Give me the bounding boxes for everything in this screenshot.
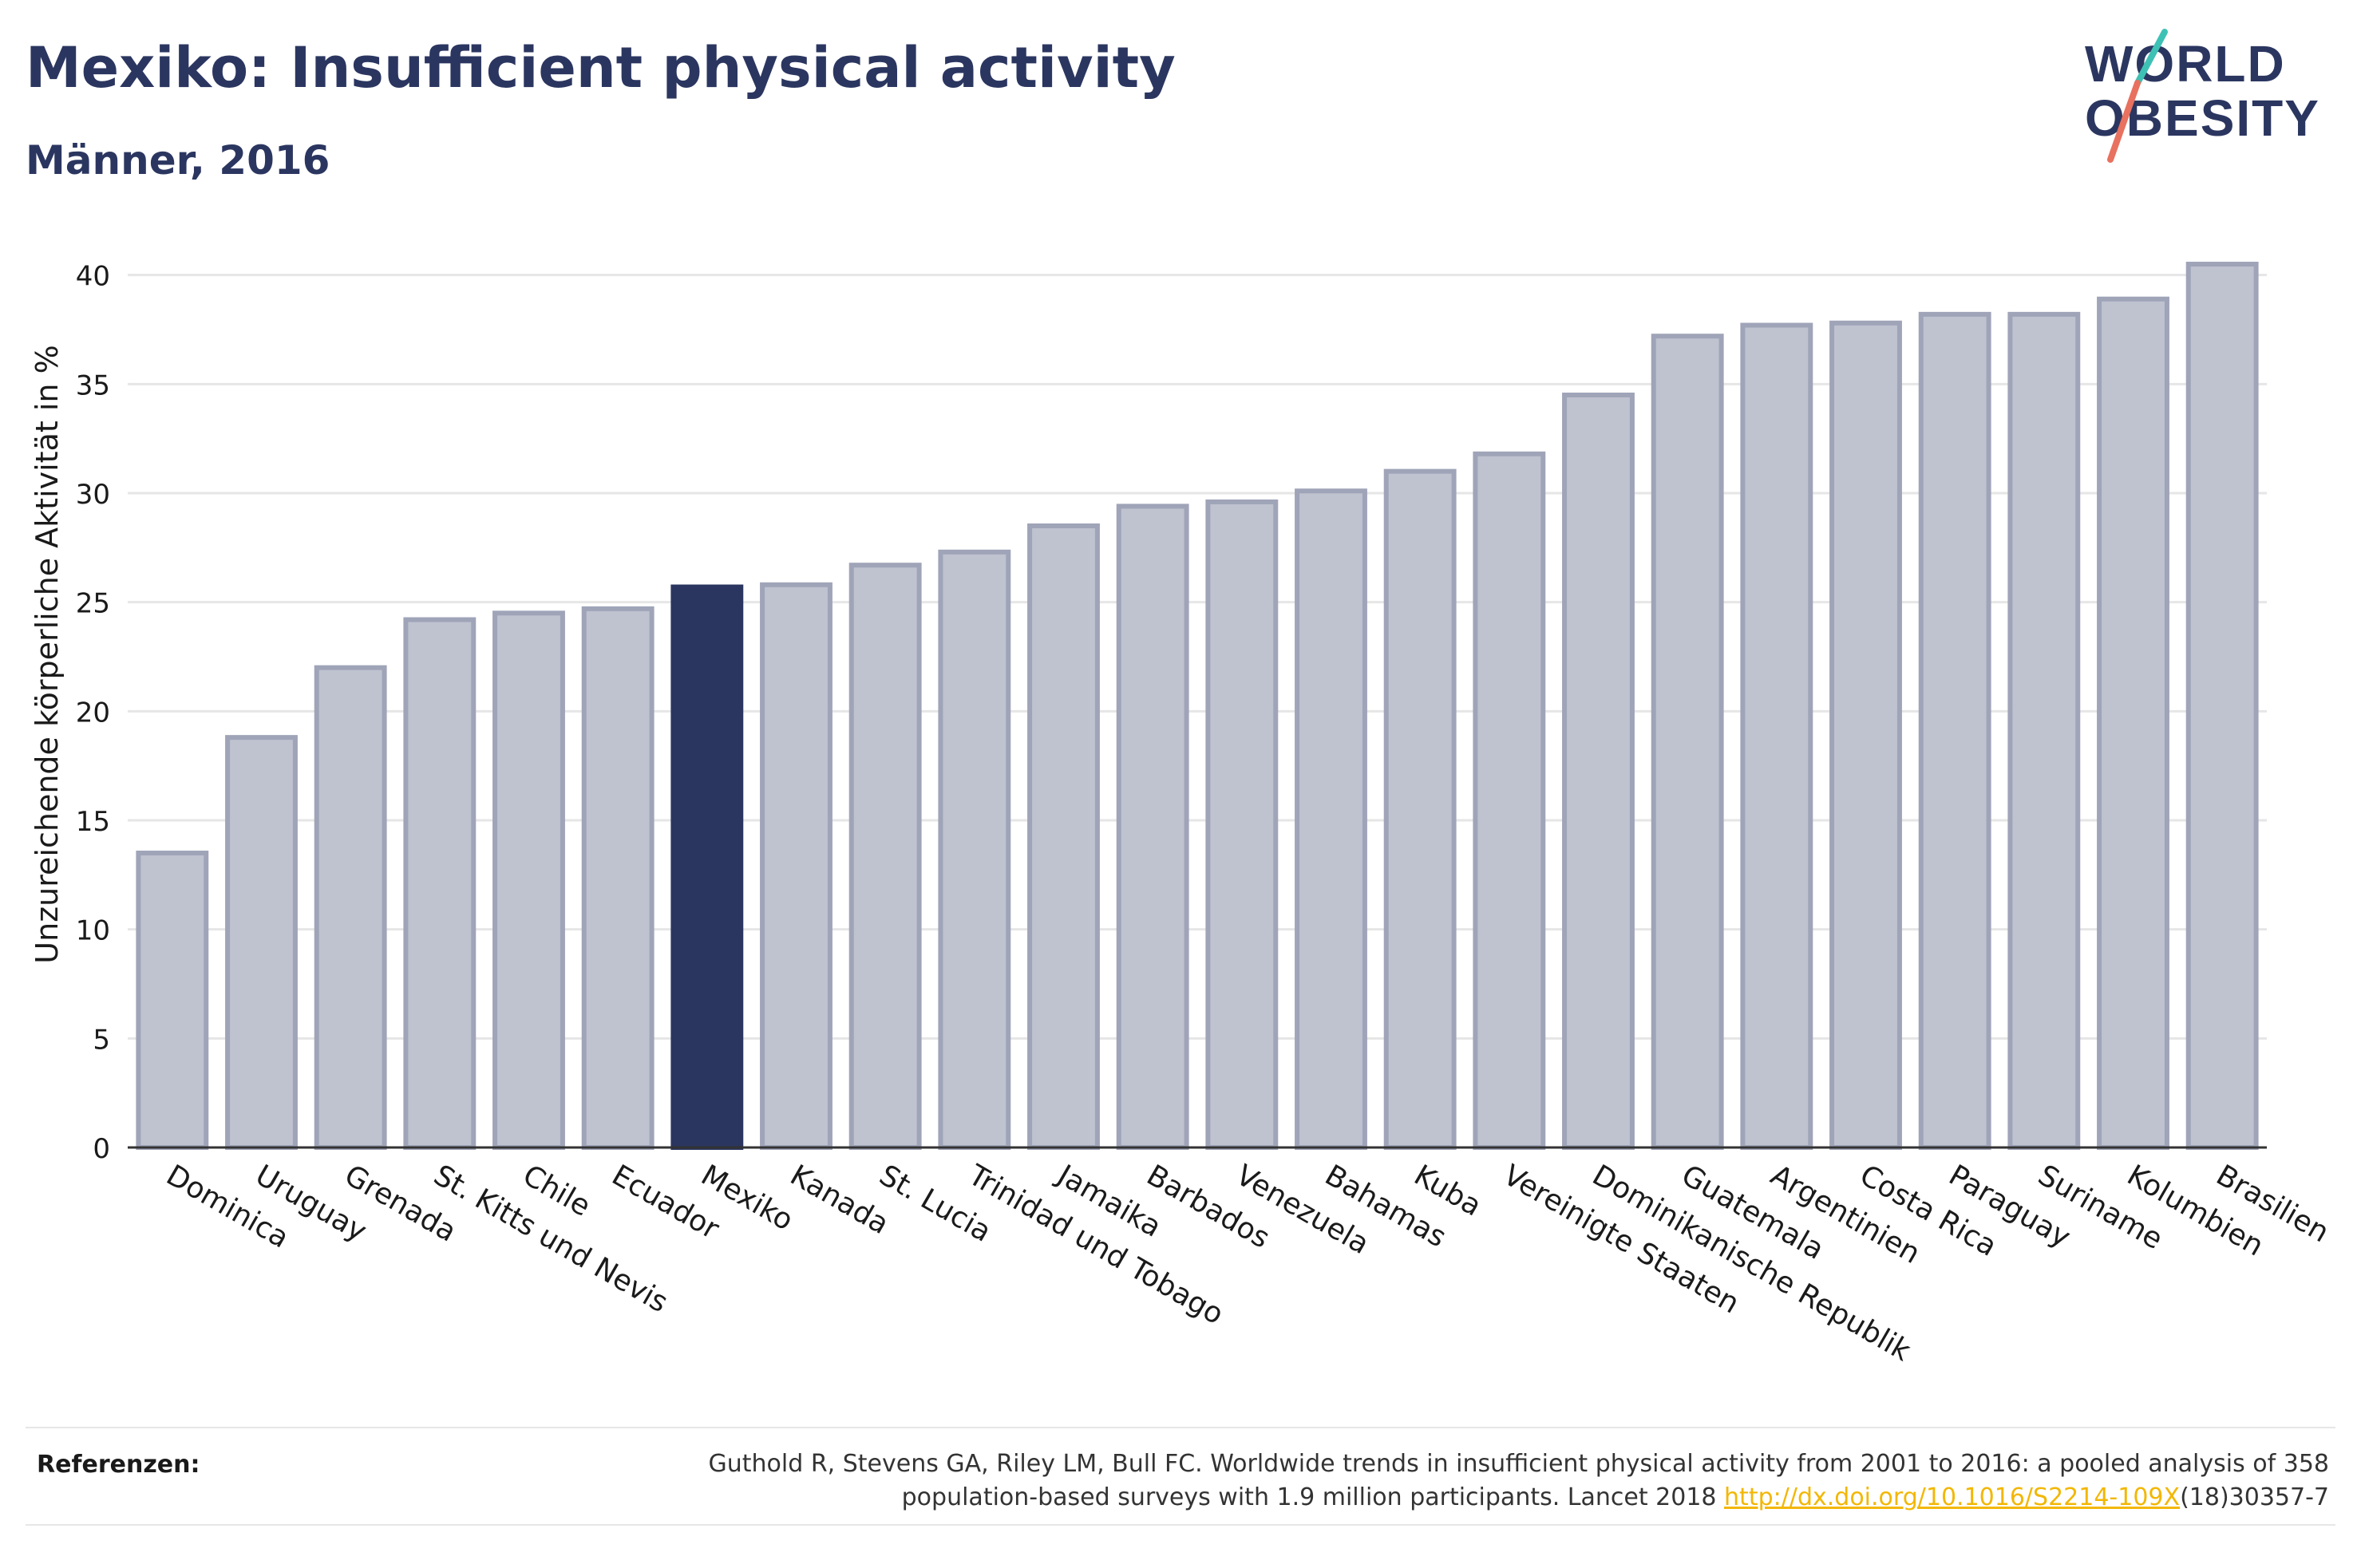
references-footer: Referenzen: Guthold R, Stevens GA, Riley… (26, 1427, 2335, 1526)
y-tick-label: 0 (93, 1133, 110, 1165)
logo-slash-coral (2107, 80, 2141, 163)
references-doi-link[interactable]: http://dx.doi.org/10.1016/S2214-109X (1724, 1483, 2181, 1511)
bar-bahamas (1295, 488, 1367, 1150)
y-tick-label: 15 (76, 806, 110, 838)
bar-ecuador (581, 606, 655, 1150)
bar-brasilien (2185, 262, 2259, 1150)
bar-mexiko (670, 584, 744, 1150)
bar-dominikanische-republik (1562, 393, 1635, 1150)
bar-jamaika (1027, 523, 1100, 1150)
y-tick-label: 30 (76, 479, 110, 511)
y-tick-label: 5 (93, 1024, 110, 1056)
bar-st-lucia (848, 563, 922, 1150)
bars (136, 262, 2259, 1151)
x-tick-label: Kanada (785, 1159, 894, 1241)
bar-paraguay (1918, 311, 1991, 1150)
y-tick-label: 40 (76, 261, 110, 293)
chart-title: Mexiko: Insufficient physical activity (26, 35, 1176, 101)
bar-chile (492, 610, 565, 1150)
references-citation: Guthold R, Stevens GA, Riley LM, Bull FC… (708, 1450, 2329, 1511)
bar-kuba (1383, 468, 1457, 1150)
y-tick-label: 10 (76, 915, 110, 947)
bar-uruguay (225, 735, 298, 1150)
grid-lines (128, 274, 2267, 1040)
y-tick-labels: 0 5 10 15 20 25 30 35 40 (76, 261, 110, 1165)
logo-slash-teal (2134, 29, 2168, 86)
bar-argentinien (1740, 322, 1813, 1150)
bar-barbados (1116, 504, 1189, 1150)
logo-text-world: WORLD (2085, 35, 2286, 93)
y-tick-label: 20 (76, 697, 110, 729)
references-label: Referenzen: (37, 1451, 200, 1479)
y-tick-label: 35 (76, 369, 110, 401)
chart-subtitle: Männer, 2016 (26, 137, 330, 184)
bar-st-kitts-und-nevis (403, 617, 477, 1150)
bar-kanada (760, 582, 832, 1150)
bar-guatemala (1651, 334, 1724, 1150)
references-citation-end: (18)30357-7 (2180, 1483, 2329, 1511)
bar-suriname (2007, 311, 2081, 1150)
references-text: Guthold R, Stevens GA, Riley LM, Bull FC… (573, 1448, 2329, 1515)
bar-grenada (314, 665, 387, 1150)
bar-dominica (136, 851, 209, 1150)
bar-costa-rica (1829, 320, 1902, 1150)
bar-venezuela (1205, 499, 1279, 1150)
world-obesity-logo: WORLD OBESITY (2085, 29, 2319, 163)
bar-trinidad-und-tobago (938, 549, 1011, 1150)
bar-vereinigte-staaten (1473, 451, 1546, 1150)
y-axis-label: Unzureichende körperliche Aktivität in % (30, 345, 65, 963)
bar-chart: 0 5 10 15 20 25 30 35 40 DominicaUruguayGrenadaS… (30, 261, 2335, 1369)
bar-kolumbien (2097, 296, 2169, 1151)
y-tick-label: 25 (76, 588, 110, 620)
